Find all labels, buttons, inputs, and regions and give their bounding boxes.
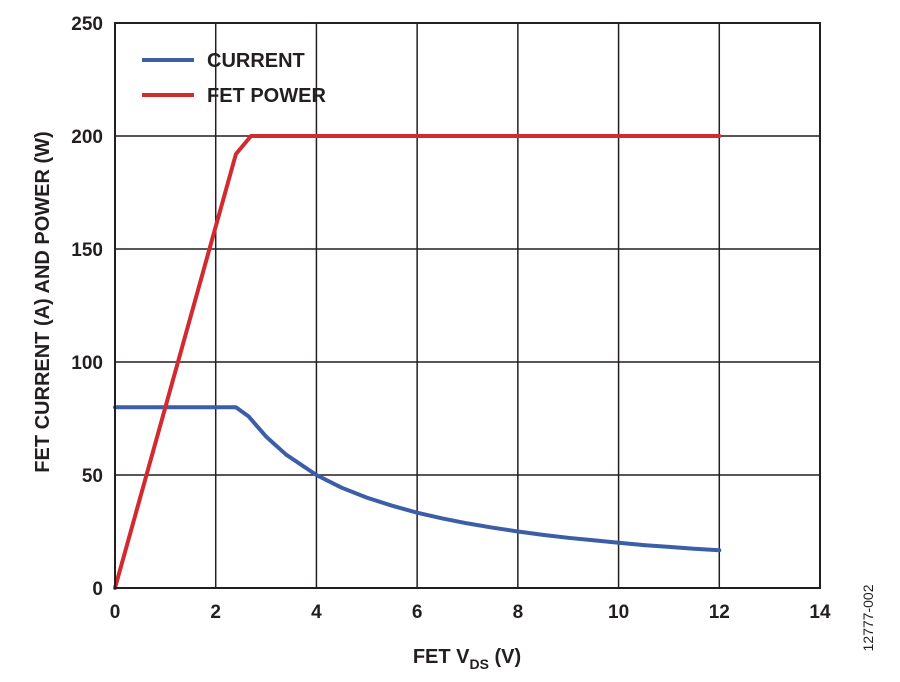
y-tick-label: 0	[92, 579, 103, 600]
series-line-fet-power	[113, 134, 722, 590]
plot-frame	[114, 22, 821, 589]
grid	[114, 22, 821, 589]
x-tick-label: 2	[210, 602, 221, 623]
x-axis-title-main: FET V	[413, 646, 470, 668]
y-tick-labels: 0 50 100 150 200 250	[71, 14, 103, 600]
x-tick-label: 6	[412, 602, 423, 623]
legend: CURRENT FET POWER	[142, 50, 326, 107]
x-tick-label: 14	[809, 602, 831, 623]
x-tick-labels: 0 2 4 6 8 10 12 14	[110, 602, 831, 623]
legend-label-current: CURRENT	[207, 50, 305, 72]
figure-id: 12777-002	[860, 584, 876, 651]
y-tick-label: 250	[71, 14, 103, 35]
x-tick-label: 8	[513, 602, 524, 623]
x-axis-title-unit: (V)	[489, 646, 521, 668]
series-layer	[113, 134, 722, 590]
legend-item-fet-power: FET POWER	[142, 85, 326, 107]
x-axis-title-subscript: DS	[470, 656, 489, 672]
x-axis-title: FET VDS (V)	[413, 646, 521, 672]
x-tick-label: 4	[311, 602, 322, 623]
y-tick-label: 200	[71, 127, 103, 148]
series-line-current	[113, 405, 722, 553]
x-tick-label: 12	[709, 602, 730, 623]
legend-item-current: CURRENT	[142, 50, 305, 72]
legend-label-fet-power: FET POWER	[207, 85, 326, 107]
y-tick-label: 150	[71, 240, 103, 261]
y-axis-title: FET CURRENT (A) AND POWER (W)	[32, 131, 54, 472]
x-tick-label: 0	[110, 602, 121, 623]
y-tick-label: 50	[82, 466, 103, 487]
x-tick-label: 10	[608, 602, 629, 623]
y-tick-label: 100	[71, 353, 103, 374]
